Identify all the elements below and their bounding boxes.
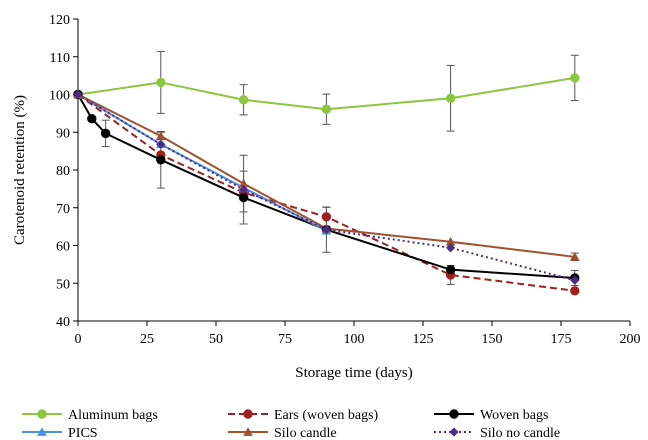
data-point-aluminum-bags [238,95,249,105]
data-point-silo-candle [156,131,166,140]
legend-marker-silo-no-candle [449,427,459,437]
legend-marker-ears-woven-bags [243,409,253,419]
x-tick-label: 25 [140,332,154,347]
y-axis-label: Carotenoid retention (%) [12,95,28,245]
data-point-silo-candle [570,252,580,261]
y-tick-label: 80 [56,164,70,179]
data-point-silo-no-candle [321,225,331,235]
legend-label-pics: PICS [68,426,98,440]
y-tick-label: 100 [49,89,70,104]
data-point-silo-no-candle [570,275,580,285]
data-point-aluminum-bags [321,104,332,114]
data-point-woven-bags [238,192,249,203]
data-point-aluminum-bags [445,93,456,103]
data-point-silo-no-candle [446,243,456,253]
data-point-silo-candle [445,236,456,246]
x-tick-label: 0 [75,332,82,347]
y-tick-label: 70 [56,202,70,217]
series-line-ears-woven-bags [77,93,575,292]
legend-label-aluminum-bags: Aluminum bags [68,408,158,423]
y-tick-label: 90 [56,126,70,141]
axes: 40 50 60 70 80 90 100 110 120 0 25 50 75 100 125 150 175… [49,13,641,347]
series-line-pics [77,93,327,232]
legend: Aluminum bags Ears (woven bags) Woven bags… [22,408,560,440]
data-point-woven-bags [156,155,166,165]
x-tick-label: 50 [209,332,223,347]
legend-marker-silo-candle [243,427,253,436]
data-point-woven-bags [87,113,97,124]
data-point-silo-no-candle [239,185,249,195]
data-point-woven-bags [445,264,456,275]
data-point-aluminum-bags [156,77,166,88]
series-line-aluminum-bags [77,76,575,111]
x-tick-label: 150 [482,332,503,347]
legend-label-silo-candle: Silo candle [274,426,337,440]
data-point-silo-candle [238,178,249,188]
x-tick-label: 75 [278,332,292,347]
data-point-silo-no-candle [156,139,166,149]
y-tick-label: 50 [56,277,70,292]
x-tick-label: 175 [551,332,572,347]
legend-marker-woven-bags [449,409,459,419]
data-point-woven-bags [100,128,111,139]
series-line-silo-no-candle [77,93,576,282]
data-point-silo-no-candle [73,89,83,100]
y-tick-label: 110 [50,51,70,66]
data-point-ears-woven-bags [570,286,580,296]
x-tick-label: 100 [344,332,365,347]
legend-label-silo-no-candle: Silo no candle [480,426,560,440]
x-axis-label: Storage time (days) [295,365,412,381]
legend-marker-pics [37,427,47,436]
y-tick-label: 120 [49,13,70,28]
series-line-silo-candle [77,93,575,258]
legend-label-woven-bags: Woven bags [480,408,548,423]
error-bars [101,50,579,287]
data-point-aluminum-bags [570,73,580,83]
x-tick-label: 200 [620,332,641,347]
legend-marker-aluminum-bags [37,409,47,419]
y-tick-label: 40 [56,315,70,330]
data-point-ears-woven-bags [321,212,332,222]
legend-label-ears-woven-bags: Ears (woven bags) [274,408,379,423]
y-tick-label: 60 [56,240,70,255]
series-markers [73,73,580,296]
x-tick-label: 125 [413,332,434,347]
